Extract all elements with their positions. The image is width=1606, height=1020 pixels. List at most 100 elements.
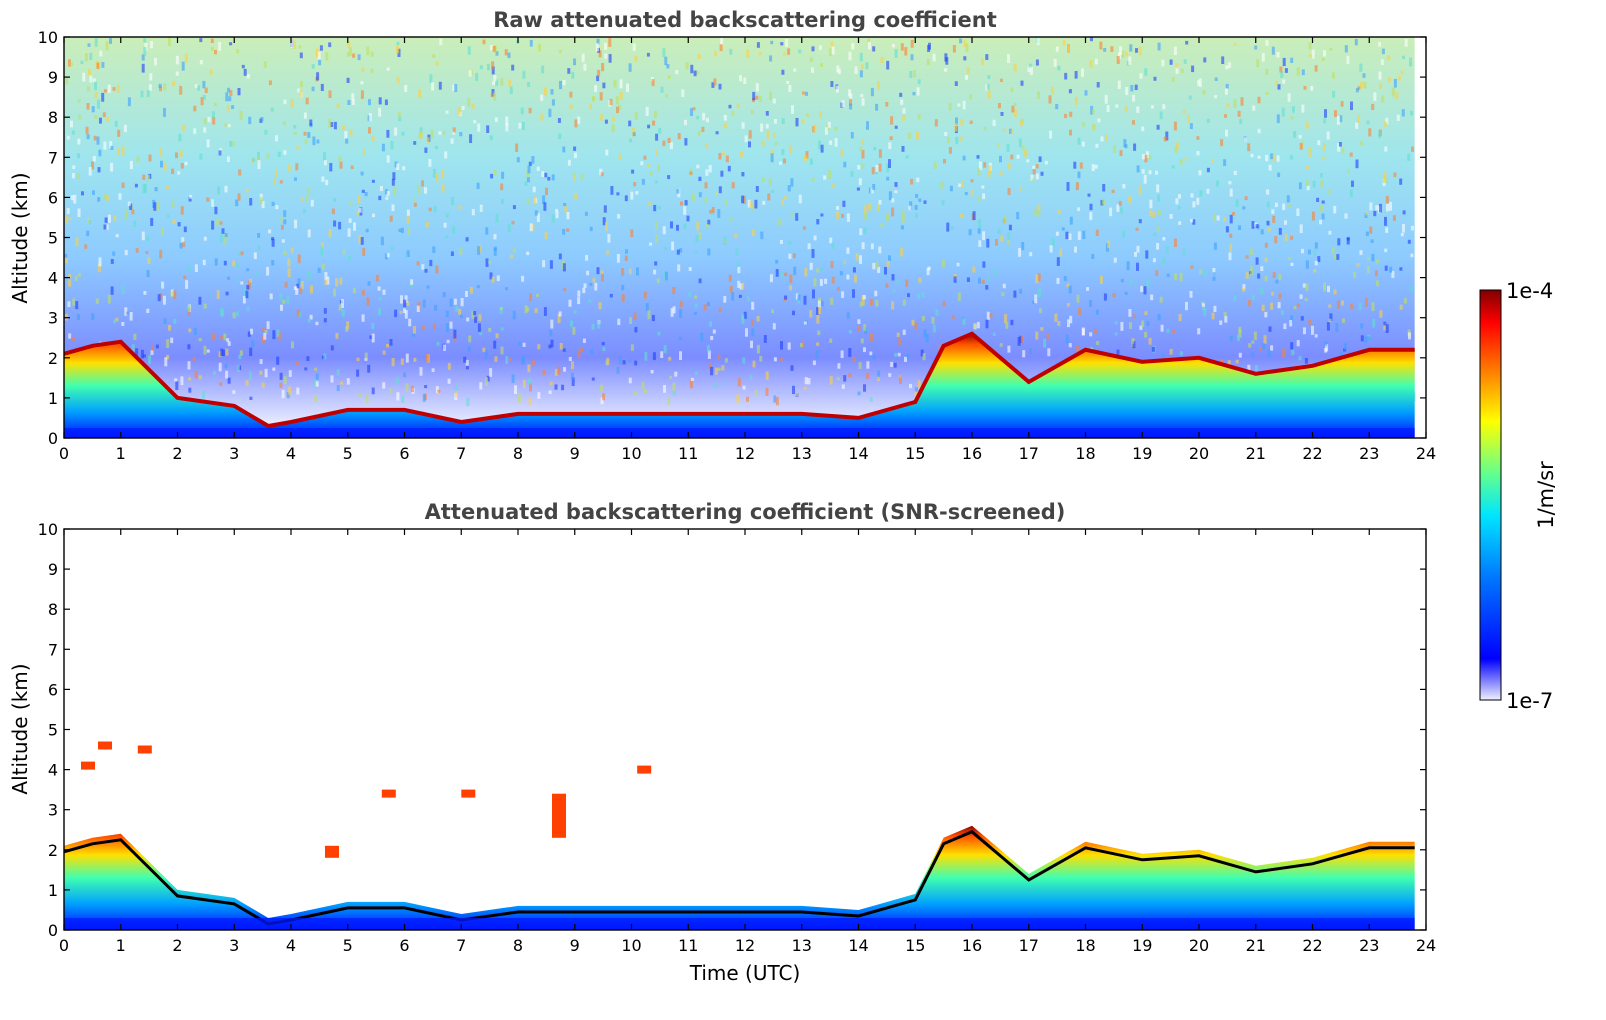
x-tick-label: 5 xyxy=(343,936,353,955)
x-tick-label: 7 xyxy=(456,444,466,463)
y-tick-label: 9 xyxy=(48,68,58,87)
raw-backscatter-panel: Raw attenuated backscattering coefficien… xyxy=(8,8,1436,463)
x-tick-label: 1 xyxy=(116,444,126,463)
x-tick-label: 19 xyxy=(1132,444,1152,463)
elevated-layer xyxy=(637,765,652,774)
x-tick-label: 14 xyxy=(848,936,868,955)
y-tick-label: 7 xyxy=(48,640,58,659)
y-tick-label: 4 xyxy=(48,761,58,780)
x-tick-label: 18 xyxy=(1075,444,1095,463)
y-tick-label: 2 xyxy=(48,349,58,368)
x-tick-label: 12 xyxy=(735,444,755,463)
x-tick-label: 16 xyxy=(962,936,982,955)
elevated-layer xyxy=(325,845,339,858)
y-tick-label: 4 xyxy=(48,269,58,288)
y-tick-label: 10 xyxy=(38,520,58,539)
plot-area xyxy=(63,741,1415,930)
x-tick-label: 13 xyxy=(792,444,812,463)
x-tick-label: 4 xyxy=(286,936,296,955)
y-tick-label: 6 xyxy=(48,188,58,207)
x-tick-label: 12 xyxy=(735,936,755,955)
y-tick-label: 1 xyxy=(48,389,58,408)
x-tick-label: 18 xyxy=(1075,936,1095,955)
x-tick-label: 21 xyxy=(1246,936,1266,955)
x-tick-label: 6 xyxy=(399,936,409,955)
plot-area xyxy=(63,37,1417,438)
x-tick-label: 14 xyxy=(848,444,868,463)
y-tick-label: 1 xyxy=(48,881,58,900)
x-tick-label: 11 xyxy=(678,444,698,463)
x-tick-label: 24 xyxy=(1416,444,1436,463)
colorbar-max-label: 1e-4 xyxy=(1506,279,1553,303)
x-axis-label: Time (UTC) xyxy=(689,961,801,985)
y-tick-label: 8 xyxy=(48,600,58,619)
x-tick-label: 13 xyxy=(792,936,812,955)
x-tick-label: 8 xyxy=(513,444,523,463)
noise-speckle xyxy=(64,37,1417,407)
y-axis: 0 1 2 3 4 5 6 7 8 9 10 xyxy=(38,28,1426,448)
elevated-layer xyxy=(98,741,112,750)
x-tick-label: 4 xyxy=(286,444,296,463)
x-tick-label: 16 xyxy=(962,444,982,463)
surface-layer xyxy=(64,427,1415,438)
x-tick-label: 10 xyxy=(621,444,641,463)
x-tick-label: 10 xyxy=(621,936,641,955)
x-tick-label: 19 xyxy=(1132,936,1152,955)
x-tick-label: 15 xyxy=(905,444,925,463)
y-tick-label: 2 xyxy=(48,841,58,860)
elevated-layer xyxy=(461,789,476,798)
x-tick-label: 9 xyxy=(570,936,580,955)
x-tick-label: 23 xyxy=(1359,936,1379,955)
x-tick-label: 3 xyxy=(229,444,239,463)
y-axis-label: Altitude (km) xyxy=(8,172,32,303)
colorbar-min-label: 1e-7 xyxy=(1506,689,1553,713)
x-tick-label: 3 xyxy=(229,936,239,955)
boundary-layer xyxy=(64,825,1415,930)
elevated-layer xyxy=(81,761,95,770)
surface-layer xyxy=(64,917,1415,930)
x-tick-label: 20 xyxy=(1189,444,1209,463)
y-tick-label: 5 xyxy=(48,721,58,740)
x-tick-label: 2 xyxy=(172,444,182,463)
x-tick-label: 17 xyxy=(1019,936,1039,955)
x-tick-label: 0 xyxy=(59,444,69,463)
layer-top-line xyxy=(63,331,1415,429)
y-tick-label: 3 xyxy=(48,309,58,328)
x-tick-label: 8 xyxy=(513,936,523,955)
x-tick-label: 23 xyxy=(1359,444,1379,463)
y-axis-label: Altitude (km) xyxy=(8,663,32,794)
panel-title: Attenuated backscattering coefficient (S… xyxy=(425,500,1066,524)
x-axis: 0 1 2 3 4 5 6 7 8 9 10 11 12 13 14 15 16 17 18 19 20 21 22 23 24 xyxy=(59,529,1436,955)
elevated-layer xyxy=(381,789,396,798)
x-tick-label: 2 xyxy=(172,936,182,955)
y-tick-label: 9 xyxy=(48,560,58,579)
x-tick-label: 9 xyxy=(570,444,580,463)
x-tick-label: 6 xyxy=(399,444,409,463)
x-axis: 0 1 2 3 4 5 6 7 8 9 10 11 12 13 14 15 16 17 18 19 20 21 22 23 24 xyxy=(59,37,1436,463)
x-tick-label: 1 xyxy=(116,936,126,955)
x-tick-label: 7 xyxy=(456,936,466,955)
x-tick-label: 11 xyxy=(678,936,698,955)
panel-title: Raw attenuated backscattering coefficien… xyxy=(493,8,997,32)
y-tick-label: 3 xyxy=(48,801,58,820)
x-tick-label: 21 xyxy=(1246,444,1266,463)
y-tick-label: 0 xyxy=(48,921,58,940)
y-axis: 0 1 2 3 4 5 6 7 8 9 10 xyxy=(38,520,1426,940)
y-tick-label: 6 xyxy=(48,680,58,699)
elevated-layer xyxy=(137,745,152,754)
elevated-layer xyxy=(552,793,566,838)
x-tick-label: 24 xyxy=(1416,936,1436,955)
boundary-layer xyxy=(64,333,1415,438)
y-tick-label: 8 xyxy=(48,108,58,127)
colorbar: 1e-4 1e-7 1/m/sr xyxy=(1479,279,1558,713)
x-tick-label: 22 xyxy=(1302,936,1322,955)
snr-screened-panel: Attenuated backscattering coefficient (S… xyxy=(8,500,1436,985)
x-tick-label: 17 xyxy=(1019,444,1039,463)
x-tick-label: 22 xyxy=(1302,444,1322,463)
y-tick-label: 7 xyxy=(48,148,58,167)
x-tick-label: 0 xyxy=(59,936,69,955)
x-tick-label: 15 xyxy=(905,936,925,955)
colorbar-gradient xyxy=(1479,289,1502,701)
y-tick-label: 0 xyxy=(48,429,58,448)
